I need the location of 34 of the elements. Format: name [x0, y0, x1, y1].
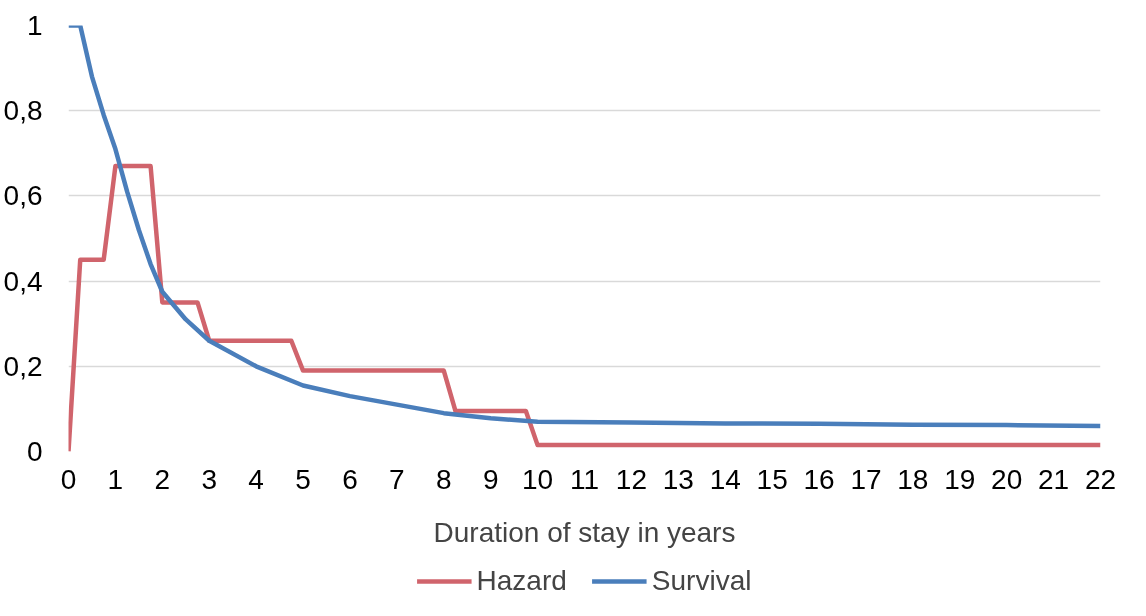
x-tick-label: 13: [662, 463, 694, 495]
x-tick-label: 12: [615, 463, 647, 495]
y-tick-label: 0,8: [3, 95, 43, 127]
x-tick-label: 19: [944, 463, 976, 495]
x-tick-label: 11: [569, 463, 600, 495]
x-tick-label: 17: [850, 463, 882, 495]
x-tick-label: 22: [1084, 463, 1117, 495]
x-tick-label: 21: [1038, 463, 1070, 495]
x-tick-label: 15: [756, 463, 788, 495]
x-tick-label: 5: [295, 463, 311, 495]
x-tick-label: 18: [897, 463, 929, 495]
x-tick-label: 6: [342, 463, 358, 495]
x-tick-label: 20: [991, 463, 1023, 495]
x-tick-label: 0: [60, 463, 77, 495]
x-tick-label: 7: [389, 463, 405, 495]
x-tick-label: 1: [107, 463, 124, 495]
x-tick-label: 4: [248, 463, 264, 495]
x-tick-label: 3: [201, 463, 218, 495]
x-tick-label: 2: [154, 463, 171, 495]
x-axis-title: Duration of stay in years: [433, 516, 736, 548]
line-series: [68, 163, 1101, 452]
x-tick-label: 9: [482, 463, 499, 495]
x-tick-label: 8: [435, 463, 452, 495]
x-tick-label: 16: [803, 463, 835, 495]
x-tick-label: 10: [522, 463, 554, 495]
line-series: [68, 25, 1101, 429]
y-tick-label: 0,2: [3, 350, 43, 382]
legend-label: Hazard: [476, 565, 567, 597]
x-tick-label: 14: [709, 463, 741, 495]
y-tick-label: 0,4: [3, 265, 43, 297]
y-tick-label: 0,6: [3, 180, 43, 212]
y-tick-label: 0: [26, 436, 43, 467]
y-tick-label: 1: [26, 10, 43, 41]
legend-label: Survival: [651, 565, 752, 597]
